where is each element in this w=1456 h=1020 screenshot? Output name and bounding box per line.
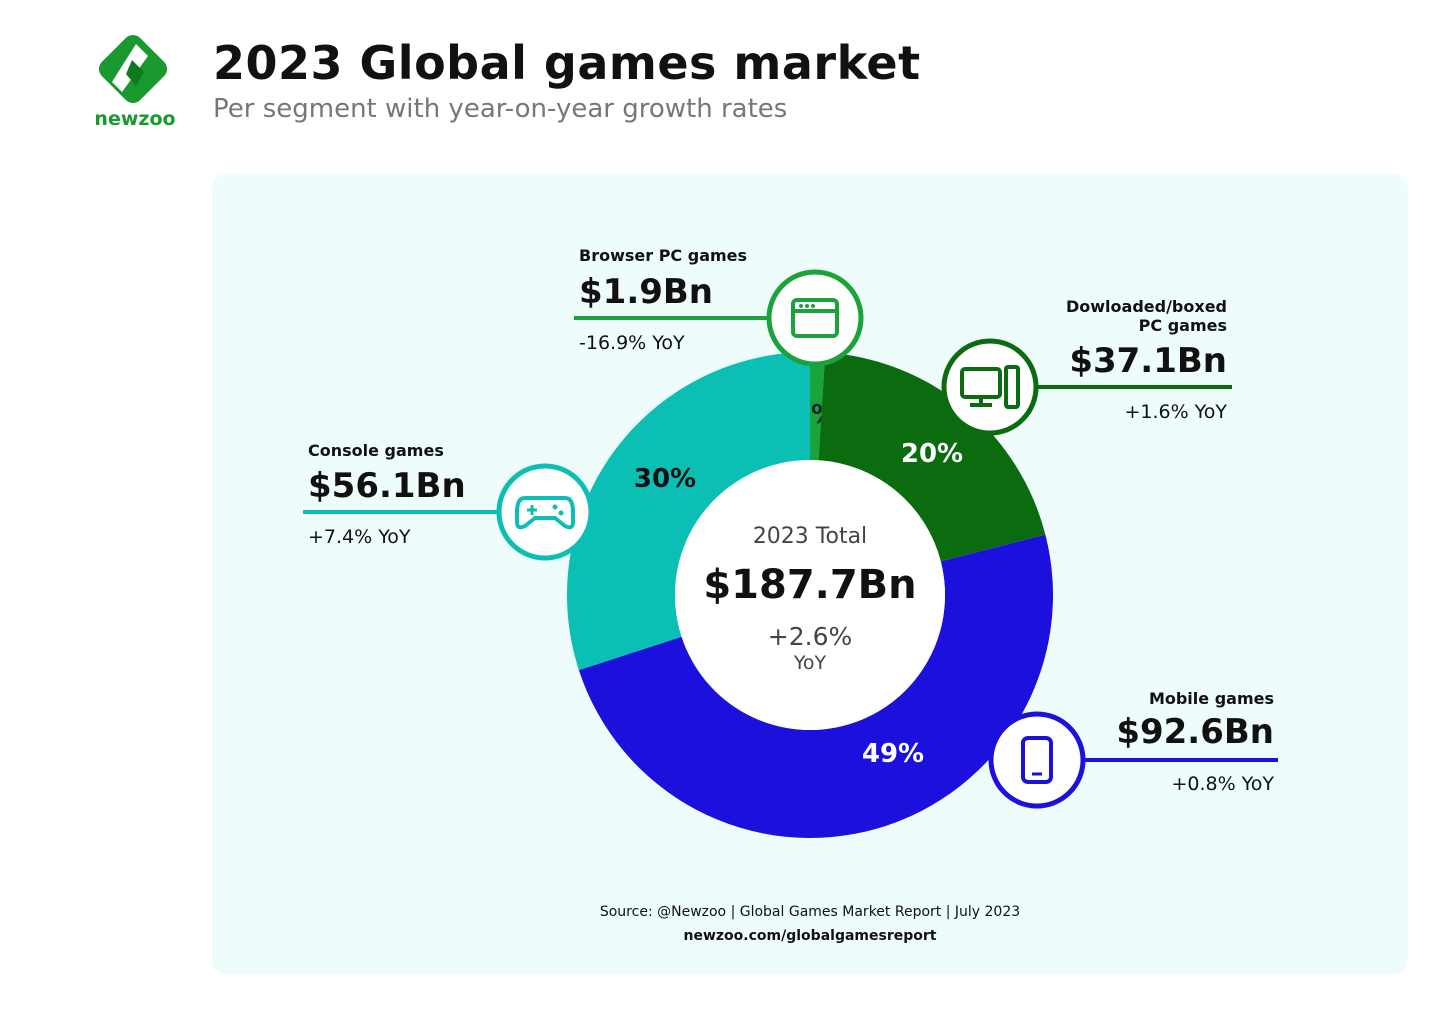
segment-value: $56.1Bn (308, 466, 466, 506)
segment-name-line2: PC games (1138, 316, 1227, 335)
total-value: $187.7Bn (703, 562, 917, 608)
segment-yoy: -16.9% YoY (579, 332, 685, 354)
source-note: Source: @Newzoo | Global Games Market Re… (500, 900, 1120, 948)
page-subtitle: Per segment with year-on-year growth rat… (213, 94, 788, 124)
smartphone-icon (988, 711, 1086, 809)
donut-slice (810, 352, 826, 461)
gamepad-icon (496, 463, 594, 561)
donut-slice (567, 352, 810, 671)
total-label: 2023 Total (752, 524, 868, 549)
source-text: Source: @Newzoo | Global Games Market Re… (599, 904, 1021, 920)
slice-share-label: 20% (901, 439, 963, 469)
newzoo-logo (92, 34, 176, 134)
segment-yoy: +1.6% YoY (1124, 401, 1227, 423)
donut-slice (818, 352, 1046, 562)
desktop-pc-icon (941, 338, 1039, 436)
source-link[interactable]: newzoo.com/globalgamesreport (683, 928, 937, 944)
segment-value: $37.1Bn (1069, 341, 1227, 381)
logo-text: newzoo (94, 108, 176, 130)
segment-value: $92.6Bn (1116, 712, 1274, 752)
segment-name: Console games (308, 441, 444, 460)
segment-name: Mobile games (1148, 689, 1274, 708)
slice-share-label: 30% (634, 464, 696, 494)
page-title: 2023 Global games market (213, 36, 921, 90)
donut-hole (675, 460, 945, 730)
segment-value: $1.9Bn (579, 272, 714, 312)
slice-share-label: 49% (862, 739, 924, 769)
total-growth-unit: YoY (793, 652, 827, 674)
donut-slice (578, 534, 1054, 839)
segment-name: Browser PC games (579, 246, 748, 265)
browser-window-icon (766, 269, 864, 367)
segment-yoy: +7.4% YoY (308, 526, 411, 548)
segment-yoy: +0.8% YoY (1171, 773, 1274, 795)
segment-name: Dowloaded/boxed (1066, 297, 1227, 316)
total-growth: +2.6% (767, 622, 853, 651)
